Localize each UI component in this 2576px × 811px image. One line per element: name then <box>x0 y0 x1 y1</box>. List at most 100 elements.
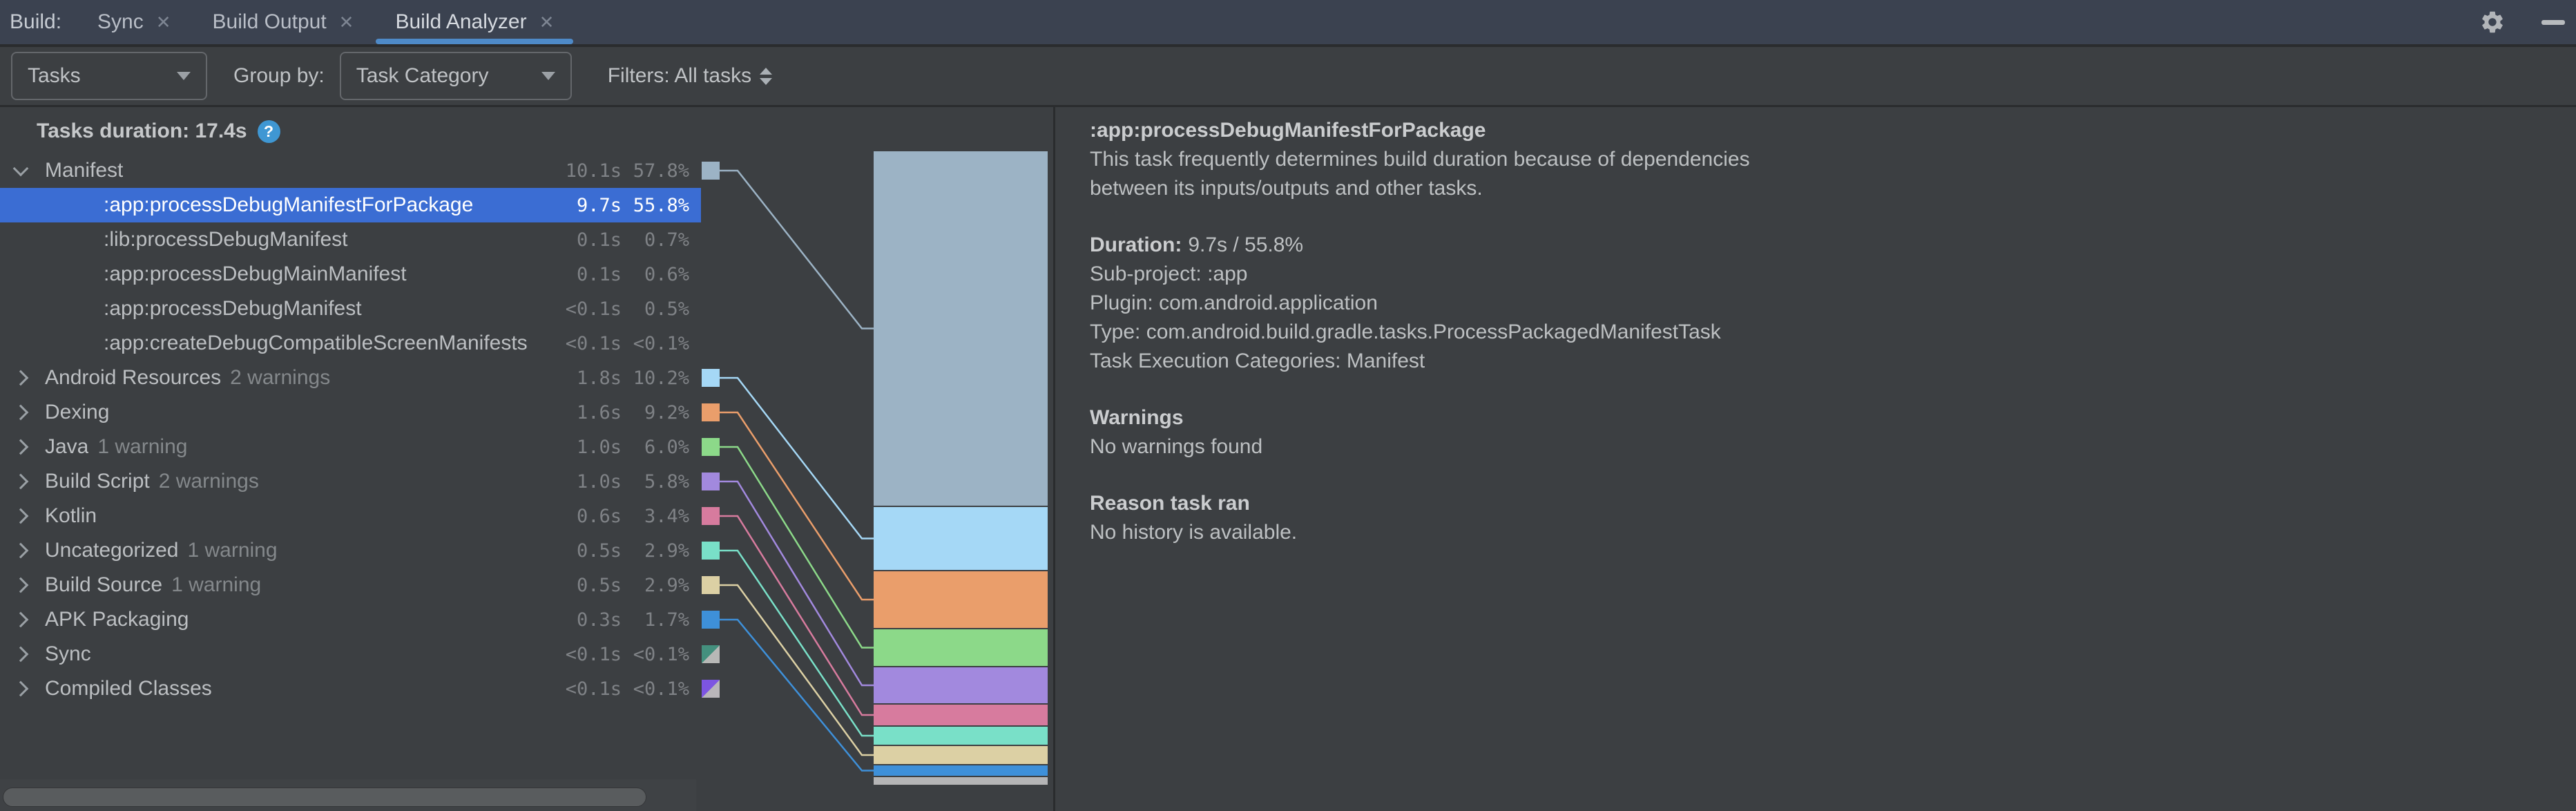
connector-line <box>720 411 874 601</box>
bar-segment-other[interactable] <box>874 777 1048 785</box>
panel-divider[interactable] <box>1053 107 1055 811</box>
bar-segment-apk-packaging[interactable] <box>874 765 1048 776</box>
connector-line <box>720 480 874 687</box>
warnings-header: Warnings <box>1090 406 1184 429</box>
build-tool-window-tab-bar: Build: Sync ✕ Build Output ✕ Build Analy… <box>0 0 2576 44</box>
task-row[interactable]: :lib:processDebugManifest 0.1s 0.7% <box>0 222 701 257</box>
connector-line <box>720 169 874 330</box>
chevron-collapsed-icon[interactable] <box>12 646 29 662</box>
category-color-chip <box>702 542 720 560</box>
task-percent-value: 10.2% <box>633 367 689 389</box>
tool-window-title: Build: <box>10 10 62 33</box>
task-category-row[interactable]: Build Source 1 warning 0.5s 2.9% <box>0 568 701 602</box>
task-label: Compiled Classes <box>45 677 212 700</box>
subproject-line: Sub-project: :app <box>1090 263 1248 285</box>
minimize-icon[interactable] <box>2541 19 2565 25</box>
task-category-row[interactable]: Java 1 warning 1.0s 6.0% <box>0 430 701 464</box>
chevron-collapsed-icon[interactable] <box>12 577 29 593</box>
bar-segment-dexing[interactable] <box>874 571 1048 628</box>
help-icon[interactable]: ? <box>257 120 280 143</box>
category-color-chip <box>702 438 720 456</box>
task-row[interactable]: :app:processDebugManifest <0.1s 0.5% <box>0 292 701 326</box>
group-by-select[interactable]: Task Category <box>339 52 572 100</box>
task-label: Build Script <box>45 470 150 493</box>
task-title: :app:processDebugManifestForPackage <box>1090 119 1486 142</box>
warning-count-label: 2 warnings <box>158 470 259 493</box>
task-category-row[interactable]: Android Resources 2 warnings 1.8s 10.2% <box>0 361 701 395</box>
task-label: Java <box>45 435 89 458</box>
chevron-collapsed-icon[interactable] <box>12 542 29 559</box>
close-icon[interactable]: ✕ <box>539 11 555 32</box>
task-duration-value: 1.0s <box>576 436 622 458</box>
duration-line: Duration: 9.7s / 55.8% <box>1090 233 1304 256</box>
chevron-collapsed-icon[interactable] <box>12 611 29 628</box>
category-color-chip <box>702 403 720 421</box>
bar-segment-android-resources[interactable] <box>874 507 1048 570</box>
category-color-chip <box>702 369 720 387</box>
close-icon[interactable]: ✕ <box>338 11 354 32</box>
warnings-text: No warnings found <box>1090 435 1263 458</box>
tab-build-output[interactable]: Build Output ✕ <box>212 10 354 33</box>
gear-icon[interactable] <box>2479 9 2506 35</box>
task-row[interactable]: :app:createDebugCompatibleScreenManifest… <box>0 326 701 361</box>
bar-segment-build-script[interactable] <box>874 667 1048 703</box>
bar-segment-manifest[interactable] <box>874 151 1048 506</box>
task-category-row[interactable]: Uncategorized 1 warning 0.5s 2.9% <box>0 533 701 568</box>
task-duration-value: 9.7s <box>576 194 622 216</box>
task-percent-value: 2.9% <box>644 574 689 596</box>
task-duration-value: 0.5s <box>576 540 622 562</box>
tab-build-analyzer[interactable]: Build Analyzer ✕ <box>374 0 575 44</box>
group-by-label: Group by: <box>233 64 325 87</box>
task-category-row[interactable]: APK Packaging 0.3s 1.7% <box>0 602 701 637</box>
task-category-row[interactable]: Compiled Classes <0.1s <0.1% <box>0 671 701 706</box>
bar-segment-build-source[interactable] <box>874 746 1048 764</box>
execution-categories-line: Task Execution Categories: Manifest <box>1090 350 1425 372</box>
task-category-row[interactable]: Sync <0.1s <0.1% <box>0 637 701 671</box>
chevron-collapsed-icon[interactable] <box>12 439 29 455</box>
task-percent-value: 5.8% <box>644 470 689 493</box>
chevron-collapsed-icon[interactable] <box>12 508 29 524</box>
task-duration-value: 0.1s <box>576 229 622 251</box>
chevron-expanded-icon[interactable] <box>12 160 29 177</box>
task-row[interactable]: :app:processDebugMainManifest 0.1s 0.6% <box>0 257 701 292</box>
build-analyzer-toolbar: Tasks Group by: Task Category Filters: A… <box>0 47 2576 105</box>
task-label: :app:processDebugManifestForPackage <box>104 193 474 216</box>
filters-control[interactable]: Filters: All tasks <box>608 64 773 88</box>
task-label: Build Source <box>45 573 163 596</box>
task-duration-value: <0.1s <box>565 332 622 354</box>
task-category-row[interactable]: Build Script 2 warnings 1.0s 5.8% <box>0 464 701 499</box>
tool-window-controls <box>2479 0 2576 44</box>
tasks-tree: Manifest 10.1s 57.8% :app:processDebugManif… <box>0 0 701 811</box>
reason-header: Reason task ran <box>1090 492 1250 515</box>
close-icon[interactable]: ✕ <box>155 11 171 32</box>
task-category-row[interactable]: Manifest 10.1s 57.8% <box>0 153 701 188</box>
task-row[interactable]: :app:processDebugManifestForPackage 9.7s 5… <box>0 188 701 222</box>
reason-text: No history is available. <box>1090 521 1298 544</box>
task-category-row[interactable]: Kotlin 0.6s 3.4% <box>0 499 701 533</box>
view-mode-select[interactable]: Tasks <box>11 52 207 100</box>
tasks-duration-label: Tasks duration: 17.4s <box>37 120 247 142</box>
task-percent-value: 3.4% <box>644 505 689 527</box>
chevron-collapsed-icon[interactable] <box>12 473 29 490</box>
horizontal-scrollbar-thumb[interactable] <box>3 788 646 807</box>
bar-segment-java[interactable] <box>874 629 1048 666</box>
tasks-duration-header: Tasks duration: 17.4s ? <box>37 114 280 149</box>
task-duration-value: 1.0s <box>576 470 622 493</box>
category-color-chip <box>702 611 720 629</box>
task-duration-value: 0.3s <box>576 609 622 631</box>
category-color-chip <box>702 507 720 525</box>
connector-line <box>720 549 874 737</box>
chevron-down-icon <box>177 72 191 80</box>
task-percent-value: 9.2% <box>644 401 689 423</box>
bar-segment-uncategorized[interactable] <box>874 727 1048 745</box>
bar-segment-kotlin[interactable] <box>874 705 1048 725</box>
task-percent-value: 57.8% <box>633 160 689 182</box>
horizontal-scrollbar-track[interactable] <box>0 779 696 811</box>
chevron-collapsed-icon[interactable] <box>12 404 29 421</box>
tab-sync[interactable]: Sync ✕ <box>97 10 171 33</box>
chevron-collapsed-icon[interactable] <box>12 680 29 697</box>
chevron-collapsed-icon[interactable] <box>12 370 29 386</box>
warning-count-label: 1 warning <box>97 435 188 458</box>
task-category-row[interactable]: Dexing 1.6s 9.2% <box>0 395 701 430</box>
